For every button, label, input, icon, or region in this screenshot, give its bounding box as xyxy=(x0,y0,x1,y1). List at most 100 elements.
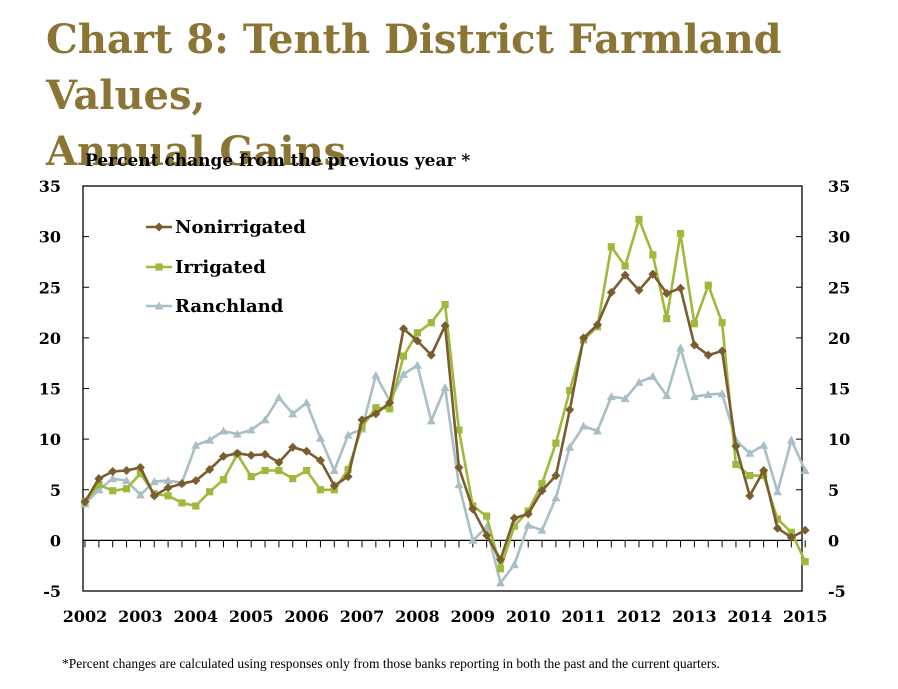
legend-marker-irrigated xyxy=(155,263,163,271)
y-tick-label-right: 30 xyxy=(828,228,850,247)
data-point-nonirrigated xyxy=(468,504,478,514)
data-point-ranchland xyxy=(620,394,630,403)
data-point-nonirrigated xyxy=(745,491,755,501)
data-point-ranchland xyxy=(689,392,699,401)
data-point-nonirrigated xyxy=(135,462,145,472)
data-point-nonirrigated xyxy=(371,409,381,419)
data-point-nonirrigated xyxy=(343,472,353,482)
data-point-ranchland xyxy=(800,466,810,475)
data-point-ranchland xyxy=(786,435,796,444)
data-point-ranchland xyxy=(579,421,589,430)
data-point-nonirrigated xyxy=(94,474,104,484)
x-tick-label: 2002 xyxy=(63,607,108,626)
y-tick-label-left: 35 xyxy=(39,177,61,196)
data-point-nonirrigated xyxy=(482,530,492,540)
y-tick-label-right: 15 xyxy=(828,380,850,399)
data-point-nonirrigated xyxy=(315,455,325,465)
data-point-ranchland xyxy=(454,480,464,489)
data-point-irrigated xyxy=(552,439,560,447)
data-point-irrigated xyxy=(386,405,394,413)
data-point-nonirrigated xyxy=(565,405,575,415)
y-tick-label-left: 5 xyxy=(50,481,61,500)
data-point-nonirrigated xyxy=(260,449,270,459)
y-tick-label-right: 0 xyxy=(828,531,839,550)
data-point-ranchland xyxy=(274,393,284,402)
data-point-nonirrigated xyxy=(703,350,713,360)
data-point-irrigated xyxy=(773,515,782,523)
data-point-ranchland xyxy=(343,430,353,439)
data-point-irrigated xyxy=(122,485,131,493)
data-point-nonirrigated xyxy=(329,481,339,491)
data-point-irrigated xyxy=(413,329,421,337)
data-point-ranchland xyxy=(745,448,755,457)
data-point-ranchland xyxy=(565,442,575,451)
data-point-nonirrigated xyxy=(288,442,298,452)
data-point-nonirrigated xyxy=(523,509,533,519)
data-point-irrigated xyxy=(136,469,144,478)
y-tick-label-left: 30 xyxy=(39,228,61,247)
data-point-ranchland xyxy=(634,377,644,386)
data-point-irrigated xyxy=(510,522,518,530)
x-tick-label: 2008 xyxy=(395,607,440,626)
data-point-ranchland xyxy=(648,371,658,380)
data-point-irrigated xyxy=(621,262,629,270)
data-point-nonirrigated xyxy=(122,466,132,476)
y-tick-label-right: 35 xyxy=(828,177,850,196)
data-point-nonirrigated xyxy=(773,523,782,533)
data-point-ranchland xyxy=(371,370,381,379)
x-tick-label: 2007 xyxy=(340,607,385,626)
data-point-irrigated xyxy=(538,480,546,488)
data-point-irrigated xyxy=(718,319,726,327)
data-point-irrigated xyxy=(607,243,615,251)
data-point-irrigated xyxy=(663,315,671,323)
y-tick-label-left: 15 xyxy=(39,380,61,399)
data-point-nonirrigated xyxy=(191,476,201,486)
data-point-irrigated xyxy=(303,466,311,475)
data-point-irrigated xyxy=(746,471,754,480)
data-point-irrigated xyxy=(399,352,408,360)
data-point-nonirrigated xyxy=(399,324,409,334)
data-point-irrigated xyxy=(289,475,297,483)
data-point-nonirrigated xyxy=(800,525,810,535)
data-point-nonirrigated xyxy=(579,333,589,343)
data-point-nonirrigated xyxy=(662,288,672,298)
data-point-nonirrigated xyxy=(454,462,464,472)
y-axis-label: Percent change from the previous year * xyxy=(85,151,470,171)
data-point-ranchland xyxy=(302,398,312,407)
x-tick-label: 2006 xyxy=(284,607,329,626)
y-tick-label-left: -5 xyxy=(43,582,61,601)
chart-footnote: *Percent changes are calculated using re… xyxy=(62,656,720,671)
data-point-irrigated xyxy=(219,476,228,484)
data-point-ranchland xyxy=(163,476,173,485)
data-point-ranchland xyxy=(676,343,686,352)
data-point-ranchland xyxy=(219,426,228,435)
x-tick-label: 2013 xyxy=(672,607,717,626)
data-point-ranchland xyxy=(759,440,769,449)
chart-title-line-2: Annual Gains xyxy=(46,128,347,175)
data-point-nonirrigated xyxy=(274,457,284,467)
farmland-values-chart: Percent change from the previous year * -… xyxy=(39,151,851,626)
data-point-ranchland xyxy=(551,493,561,502)
data-point-irrigated xyxy=(496,565,505,573)
data-point-irrigated xyxy=(261,466,269,475)
y-tick-label-left: 0 xyxy=(50,531,61,550)
data-point-nonirrigated xyxy=(759,466,769,476)
data-point-ranchland xyxy=(703,390,713,399)
legend-marker-nonirrigated xyxy=(154,222,164,232)
data-point-nonirrigated xyxy=(676,283,686,293)
x-tick-label: 2011 xyxy=(561,607,606,626)
data-point-irrigated xyxy=(649,251,657,259)
x-tick-label: 2014 xyxy=(728,607,773,626)
data-point-nonirrigated xyxy=(592,320,602,330)
data-point-ranchland xyxy=(468,535,478,544)
y-tick-label-left: 25 xyxy=(39,278,61,297)
data-point-irrigated xyxy=(566,386,574,395)
data-point-irrigated xyxy=(358,423,366,431)
data-point-ranchland xyxy=(122,476,132,485)
data-point-ranchland xyxy=(94,485,104,494)
data-point-nonirrigated xyxy=(648,269,658,279)
data-point-nonirrigated xyxy=(440,321,450,331)
data-point-nonirrigated xyxy=(551,471,561,481)
data-point-ranchland xyxy=(537,525,547,534)
data-point-nonirrigated xyxy=(246,450,256,460)
